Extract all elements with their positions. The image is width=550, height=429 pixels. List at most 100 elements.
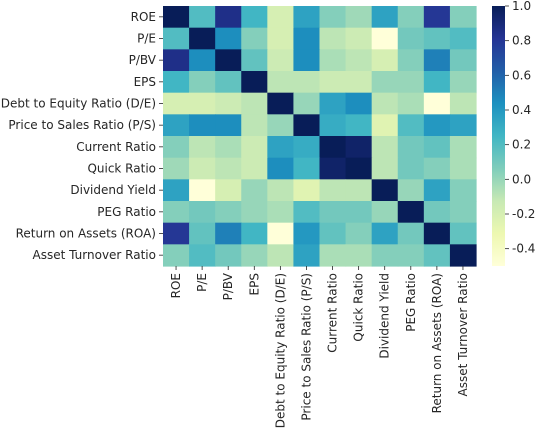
heatmap-cell [267,157,295,180]
heatmap-cell [345,157,373,180]
heatmap-cell [189,222,216,245]
colorbar-ticks: -0.4 -0.2 0.0 0.2 0.4 0.6 0.8 1.0 [505,0,535,256]
heatmap-cell [371,49,399,72]
heatmap-cell [293,27,321,50]
heatmap-cell [163,49,190,72]
heatmap-cell [293,6,321,29]
heatmap-cell [423,157,451,180]
heatmap-cell [189,114,216,137]
heatmap-cell [293,114,321,137]
heatmap-cell [293,201,321,224]
heatmap-cell [241,179,268,202]
heatmap-cell [371,71,399,94]
heatmap-cell [397,179,425,202]
heatmap-cell [215,71,242,94]
heatmap-cell [267,92,295,115]
heatmap-cell [449,6,477,29]
heatmap-cell [241,136,268,159]
heatmap-cell [423,6,451,29]
heatmap-cell [241,157,268,180]
heatmap-cell [423,71,451,94]
heatmap-cell [371,136,399,159]
heatmap-cell [345,201,373,224]
heatmap-cell [345,92,373,115]
y-tick-label: Current Ratio [76,140,156,154]
heatmap-cells [163,6,477,267]
x-tick-label: Asset Turnover Ratio [456,273,470,396]
colorbar-tick-label: 0.4 [512,103,531,117]
heatmap-cell [397,92,425,115]
heatmap-cell [293,222,321,245]
heatmap-cell [189,136,216,159]
heatmap-cell [241,222,268,245]
heatmap-cell [397,49,425,72]
heatmap-cell [397,114,425,137]
colorbar-tick-label: 0.2 [512,138,531,152]
heatmap-cell [241,114,268,137]
heatmap-cell [449,157,477,180]
heatmap-cell [163,114,190,137]
heatmap-cell [345,179,373,202]
heatmap-cell [449,244,477,267]
heatmap-cell [241,92,268,115]
y-tick-label: Debt to Equity Ratio (D/E) [1,97,156,111]
heatmap-cell [293,49,321,72]
colorbar-tick-label: -0.2 [512,207,535,221]
x-tick-label: Dividend Yield [378,273,392,359]
x-tick-label: Current Ratio [326,273,340,353]
heatmap-cell [163,71,190,94]
heatmap-cell [449,179,477,202]
heatmap-cell [423,179,451,202]
heatmap-cell [163,222,190,245]
heatmap-cell [345,244,373,267]
heatmap-cell [267,114,295,137]
heatmap-cell [319,92,347,115]
heatmap-cell [319,201,347,224]
colorbar-tick-label: 0.6 [512,68,531,82]
y-tick-label: P/BV [129,53,157,67]
heatmap-cell [241,71,268,94]
heatmap-cell [267,71,295,94]
heatmap-cell [241,201,268,224]
heatmap-cell [215,201,242,224]
heatmap-cell [215,49,242,72]
heatmap-cell [215,222,242,245]
heatmap-cell [241,49,268,72]
heatmap-cell [163,136,190,159]
heatmap-cell [345,6,373,29]
heatmap-cell [267,27,295,50]
heatmap-cell [371,157,399,180]
heatmap-cell [215,179,242,202]
heatmap-cell [267,49,295,72]
heatmap-cell [241,27,268,50]
heatmap-cell [423,114,451,137]
heatmap-cell [371,201,399,224]
heatmap-cell [423,27,451,50]
heatmap-cell [215,136,242,159]
heatmap-cell [267,179,295,202]
x-tick-label: P/BV [221,272,235,300]
heatmap-cell [397,157,425,180]
heatmap-cell [449,27,477,50]
heatmap-cell [371,179,399,202]
heatmap-cell [189,179,216,202]
colorbar-gradient-bar [492,6,505,266]
heatmap-cell [163,179,190,202]
heatmap-cell [293,244,321,267]
heatmap-cell [449,49,477,72]
colorbar-tick-label: 1.0 [512,0,531,13]
x-tick-labels: ROE P/E P/BV EPS Debt to Equity Ratio (D/E) P… [169,266,470,428]
heatmap-cell [397,201,425,224]
heatmap-cell [189,71,216,94]
heatmap-cell [345,222,373,245]
heatmap-cell [163,27,190,50]
y-tick-label: PEG Ratio [97,205,156,219]
heatmap-cell [189,27,216,50]
heatmap-cell [215,114,242,137]
heatmap-cell [371,92,399,115]
heatmap-cell [371,244,399,267]
y-tick-label: P/E [137,32,156,46]
heatmap-cell [163,201,190,224]
heatmap-cell [163,92,190,115]
heatmap-cell [215,157,242,180]
